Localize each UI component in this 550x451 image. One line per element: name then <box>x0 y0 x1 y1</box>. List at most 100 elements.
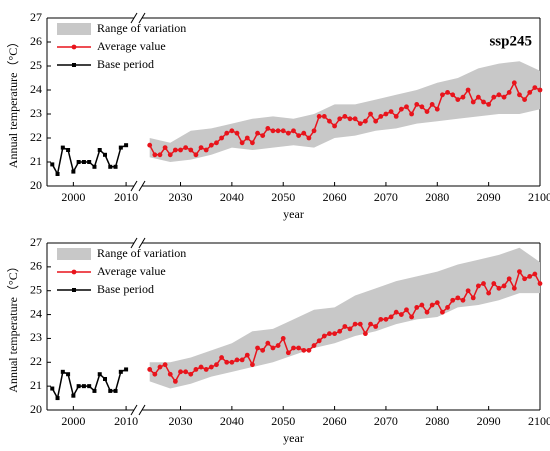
legend-label: Range of variation <box>97 246 186 260</box>
x-tick-label: 2070 <box>374 414 398 428</box>
x-tick-label: 2100 <box>528 190 550 204</box>
point <box>265 125 271 131</box>
point <box>167 152 173 158</box>
point <box>113 164 118 169</box>
point <box>347 116 353 122</box>
y-tick-label: 24 <box>30 82 42 96</box>
x-tick-label: 2060 <box>323 190 347 204</box>
point <box>465 288 471 294</box>
x-tick-label: 2090 <box>477 190 501 204</box>
axis-break <box>130 237 138 249</box>
point <box>511 80 517 86</box>
y-tick-label: 24 <box>30 306 42 320</box>
y-tick-label: 22 <box>30 354 42 368</box>
point <box>398 312 404 317</box>
point <box>404 104 409 110</box>
point <box>60 145 65 150</box>
point <box>491 94 497 100</box>
point <box>496 285 502 291</box>
point <box>172 378 178 384</box>
point <box>224 130 230 136</box>
point <box>470 99 476 105</box>
point <box>198 364 204 370</box>
point <box>291 128 296 134</box>
panel-title: ssp245 <box>489 33 532 49</box>
point <box>470 295 476 301</box>
point <box>87 384 92 389</box>
point <box>496 92 502 98</box>
y-tick-label: 27 <box>30 235 42 249</box>
point <box>522 97 527 102</box>
point <box>92 388 97 393</box>
point <box>306 135 312 141</box>
point <box>327 331 332 337</box>
point <box>71 169 76 174</box>
point <box>409 314 415 320</box>
point <box>198 145 204 151</box>
point <box>162 362 168 368</box>
point <box>419 302 425 308</box>
point <box>229 128 235 134</box>
legend-marker <box>71 44 77 50</box>
point <box>486 290 492 296</box>
point <box>311 343 317 348</box>
point <box>398 106 404 112</box>
point <box>475 283 481 289</box>
point <box>352 116 358 122</box>
point <box>388 314 394 320</box>
x-tick-label: 2010 <box>114 414 138 428</box>
point <box>465 87 471 93</box>
point <box>445 90 450 95</box>
point <box>506 276 512 282</box>
point <box>429 102 435 107</box>
y-tick-label: 26 <box>30 259 42 273</box>
x-tick-label: 2000 <box>61 414 85 428</box>
axis-break <box>138 12 146 24</box>
point <box>239 140 245 146</box>
point <box>440 92 445 98</box>
point <box>118 145 123 150</box>
point <box>501 94 507 100</box>
x-tick-label: 2060 <box>323 414 347 428</box>
point <box>501 283 507 289</box>
point <box>445 305 450 310</box>
x-tick-label: 2080 <box>425 190 449 204</box>
point <box>219 135 225 141</box>
point <box>393 114 399 119</box>
point <box>532 85 538 90</box>
point <box>239 357 245 363</box>
point <box>414 102 420 107</box>
y-axis-label: Annual temperature（°C） <box>6 36 20 168</box>
point <box>506 90 512 95</box>
legend-swatch <box>57 248 91 260</box>
point <box>537 87 543 93</box>
point <box>311 128 317 134</box>
point <box>424 309 430 315</box>
point <box>321 333 327 339</box>
point <box>167 371 173 377</box>
y-tick-label: 26 <box>30 34 42 48</box>
point <box>270 345 276 351</box>
axis-break <box>138 404 146 416</box>
point <box>229 359 235 365</box>
point <box>434 300 440 306</box>
x-tick-label: 2030 <box>169 414 193 428</box>
point <box>118 369 123 374</box>
point <box>50 162 55 167</box>
point <box>172 147 178 153</box>
point <box>219 355 225 360</box>
legend-label: Average value <box>97 39 166 53</box>
point <box>76 384 81 389</box>
y-tick-label: 27 <box>30 10 42 24</box>
point <box>280 128 286 134</box>
point <box>255 130 260 136</box>
point <box>280 336 286 341</box>
x-tick-label: 2100 <box>528 414 550 428</box>
point <box>481 281 486 286</box>
point <box>527 90 533 95</box>
point <box>337 116 343 122</box>
y-tick-label: 20 <box>30 178 42 192</box>
point <box>55 172 60 176</box>
axis-break <box>138 180 146 192</box>
